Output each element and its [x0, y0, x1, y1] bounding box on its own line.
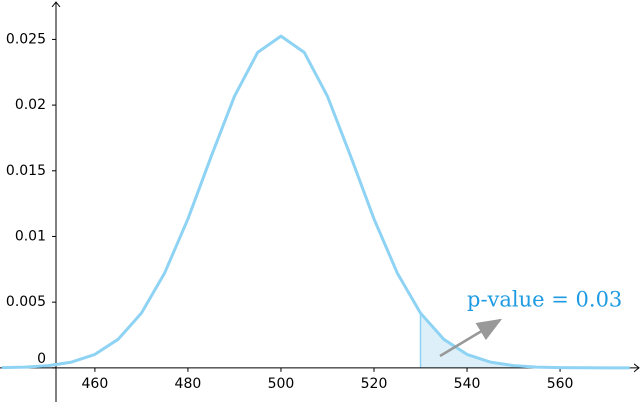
density-curve — [1, 34, 630, 370]
x-tick-label: 520 — [361, 376, 388, 392]
y-tick-label: 0 — [37, 351, 46, 367]
x-tick-label: 560 — [547, 376, 574, 392]
y-tick-label: 0.01 — [15, 228, 46, 244]
y-tick-label: 0.025 — [6, 31, 46, 47]
shaded-area — [420, 313, 630, 368]
x-tick-label: 460 — [82, 376, 109, 392]
x-tick-label: 500 — [268, 376, 295, 392]
y-tick-label: 0.015 — [6, 163, 46, 179]
x-tick-label: 480 — [175, 376, 202, 392]
annotation-arrow — [439, 318, 503, 358]
y-tick-label: 0.02 — [15, 97, 46, 113]
x-tick-label: 540 — [454, 376, 481, 392]
y-tick-label: 0.005 — [6, 294, 46, 310]
annotation: p-value = 0.03 — [467, 288, 622, 312]
